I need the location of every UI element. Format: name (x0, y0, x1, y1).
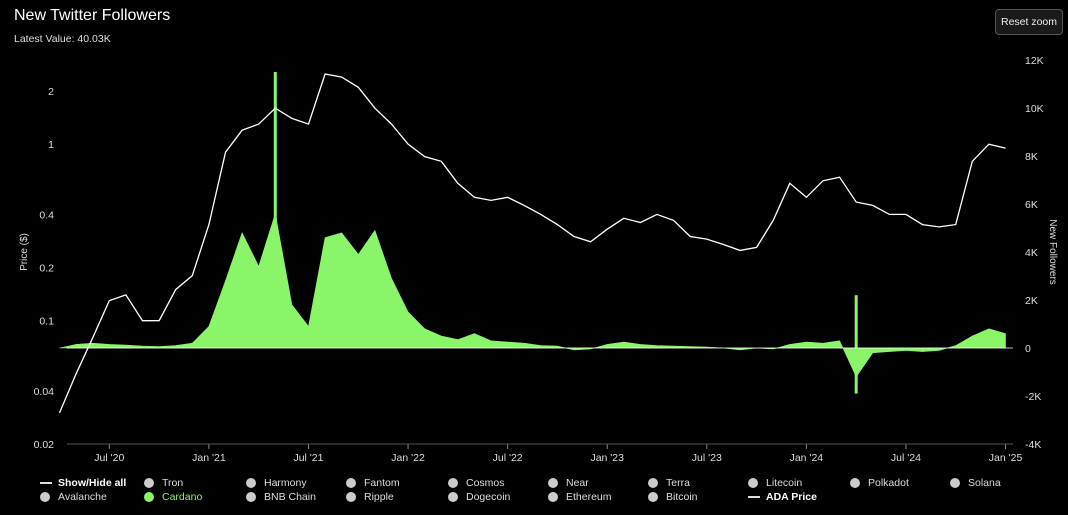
y-left-tick-label: 0.4 (39, 209, 54, 221)
price-line-layer (58, 73, 1006, 414)
legend-label: Ethereum (566, 491, 612, 503)
y-axis-left-label: Price ($) (19, 233, 30, 271)
chart-canvas[interactable]: Jul '20 Jan '21 Jul '21 Jan '22 Jul '22 Jan '… (0, 0, 1068, 470)
y-right-tick-label: 2K (1025, 295, 1038, 307)
y-right-tick-label: 6K (1025, 199, 1038, 211)
x-tick-label: Jul '21 (293, 452, 323, 464)
legend: Show/Hide all Tron Harmony Fantom Cosmos Near… (40, 476, 1060, 512)
legend-label: Cosmos (466, 477, 505, 489)
legend-label: Solana (968, 477, 1001, 489)
legend-label: Dogecoin (466, 491, 511, 503)
legend-label: Litecoin (766, 477, 803, 489)
legend-dot-icon (246, 478, 256, 488)
legend-dot-icon (548, 478, 558, 488)
y-left-tick-label: 0.2 (39, 263, 54, 275)
legend-line-icon (40, 482, 52, 484)
y-axis-left: 0.02 0.04 0.1 0.2 0.4 1 2 (34, 86, 55, 451)
y-right-tick-label: 10K (1025, 103, 1044, 115)
legend-dot-icon (448, 478, 458, 488)
legend-dot-icon (346, 492, 356, 502)
legend-label: Near (566, 477, 589, 489)
followers-area (59, 213, 1006, 378)
legend-dot-icon (40, 492, 50, 502)
legend-label: Terra (666, 477, 690, 489)
y-right-tick-label: -2K (1025, 391, 1041, 403)
legend-dot-icon (648, 478, 658, 488)
x-tick-label: Jan '25 (989, 452, 1023, 464)
legend-dot-icon (144, 492, 154, 502)
legend-label: Tron (162, 477, 184, 489)
x-tick-label: Jul '20 (94, 452, 124, 464)
reset-zoom-button[interactable]: Reset zoom (995, 9, 1063, 35)
y-left-tick-label: 0.04 (34, 386, 55, 398)
ada-price-line (58, 73, 1006, 414)
x-tick-label: Jan '21 (192, 452, 226, 464)
legend-label: Avalanche (58, 491, 107, 503)
x-tick-label: Jan '22 (391, 452, 425, 464)
chart-title: New Twitter Followers (14, 7, 171, 24)
y-axis-right-label: New Followers (1047, 219, 1058, 285)
legend-dot-icon (548, 492, 558, 502)
y-right-tick-label: -4K (1025, 439, 1041, 451)
y-left-tick-label: 0.02 (34, 439, 55, 451)
legend-label: Show/Hide all (58, 477, 127, 489)
x-tick-label: Jul '23 (692, 452, 722, 464)
legend-label: Fantom (364, 477, 400, 489)
legend-label: ADA Price (766, 491, 817, 503)
followers-area-layer (59, 72, 1006, 394)
x-tick-label: Jul '22 (493, 452, 523, 464)
legend-line-icon (748, 496, 760, 498)
legend-dot-icon (850, 478, 860, 488)
y-right-tick-label: 4K (1025, 247, 1038, 259)
legend-label: Bitcoin (666, 491, 698, 503)
y-left-tick-label: 1 (48, 139, 54, 151)
legend-label: Ripple (364, 491, 394, 503)
x-tick-label: Jan '23 (590, 452, 624, 464)
legend-label: Polkadot (868, 477, 909, 489)
x-axis: Jul '20 Jan '21 Jul '21 Jan '22 Jul '22 Jan '… (67, 443, 1023, 464)
y-right-tick-label: 0 (1025, 343, 1031, 355)
legend-label: Cardano (162, 491, 203, 503)
legend-dot-icon (648, 492, 658, 502)
y-axis-right: -4K -2K 0 2K 4K 6K 8K 10K 12K (1025, 55, 1044, 451)
legend-label: Harmony (264, 477, 307, 489)
legend-dot-icon (748, 478, 758, 488)
legend-dot-icon (950, 478, 960, 488)
chart-subtitle: Latest Value: 40.03K (14, 33, 111, 45)
x-tick-label: Jul '24 (891, 452, 921, 464)
legend-dot-icon (346, 478, 356, 488)
y-right-tick-label: 8K (1025, 151, 1038, 163)
y-left-tick-label: 0.1 (39, 316, 54, 328)
y-left-tick-label: 2 (48, 86, 54, 98)
x-tick-label: Jan '24 (790, 452, 824, 464)
legend-dot-icon (246, 492, 256, 502)
legend-dot-icon (448, 492, 458, 502)
legend-dot-icon (144, 478, 154, 488)
y-right-tick-label: 12K (1025, 55, 1044, 67)
legend-label: BNB Chain (264, 491, 316, 503)
